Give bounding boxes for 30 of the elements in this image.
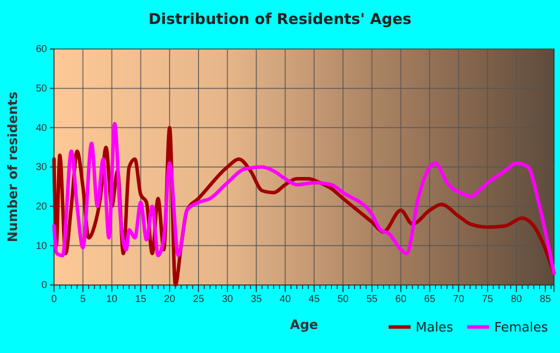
y-tick-label: 40 xyxy=(36,122,48,134)
chart-title: Distribution of Residents' Ages xyxy=(148,10,412,28)
y-tick-label: 10 xyxy=(36,240,48,252)
x-tick-label: 85 xyxy=(540,294,552,306)
legend-label: Males xyxy=(416,320,454,336)
x-tick-label: 80 xyxy=(510,294,522,306)
x-tick-label: 15 xyxy=(135,294,147,306)
x-tick-label: 70 xyxy=(453,294,465,306)
x-tick-label: 25 xyxy=(192,294,205,306)
legend-label: Females xyxy=(494,320,548,336)
y-tick-label: 50 xyxy=(36,84,48,95)
x-tick-label: 45 xyxy=(308,294,320,306)
y-tick-label: 20 xyxy=(36,202,48,213)
y-tick-label: 0 xyxy=(41,280,48,292)
y-tick-label: 30 xyxy=(36,162,48,174)
x-tick-label: 20 xyxy=(164,294,176,306)
x-tick-label: 0 xyxy=(51,294,58,306)
x-tick-label: 5 xyxy=(80,294,86,306)
y-tick-label: 60 xyxy=(36,44,48,56)
x-tick-label: 10 xyxy=(106,294,118,306)
x-tick-label: 35 xyxy=(250,294,262,306)
y-axis-title: Number of residents xyxy=(6,91,21,242)
x-tick-label: 60 xyxy=(395,294,407,306)
x-tick-label: 65 xyxy=(424,294,436,306)
x-tick-label: 50 xyxy=(337,294,350,306)
x-tick-label: 55 xyxy=(366,294,378,306)
x-tick-label: 75 xyxy=(482,294,494,306)
x-tick-label: 30 xyxy=(222,294,234,306)
x-axis-title: Age xyxy=(290,318,318,333)
x-tick-label: 40 xyxy=(280,294,292,306)
